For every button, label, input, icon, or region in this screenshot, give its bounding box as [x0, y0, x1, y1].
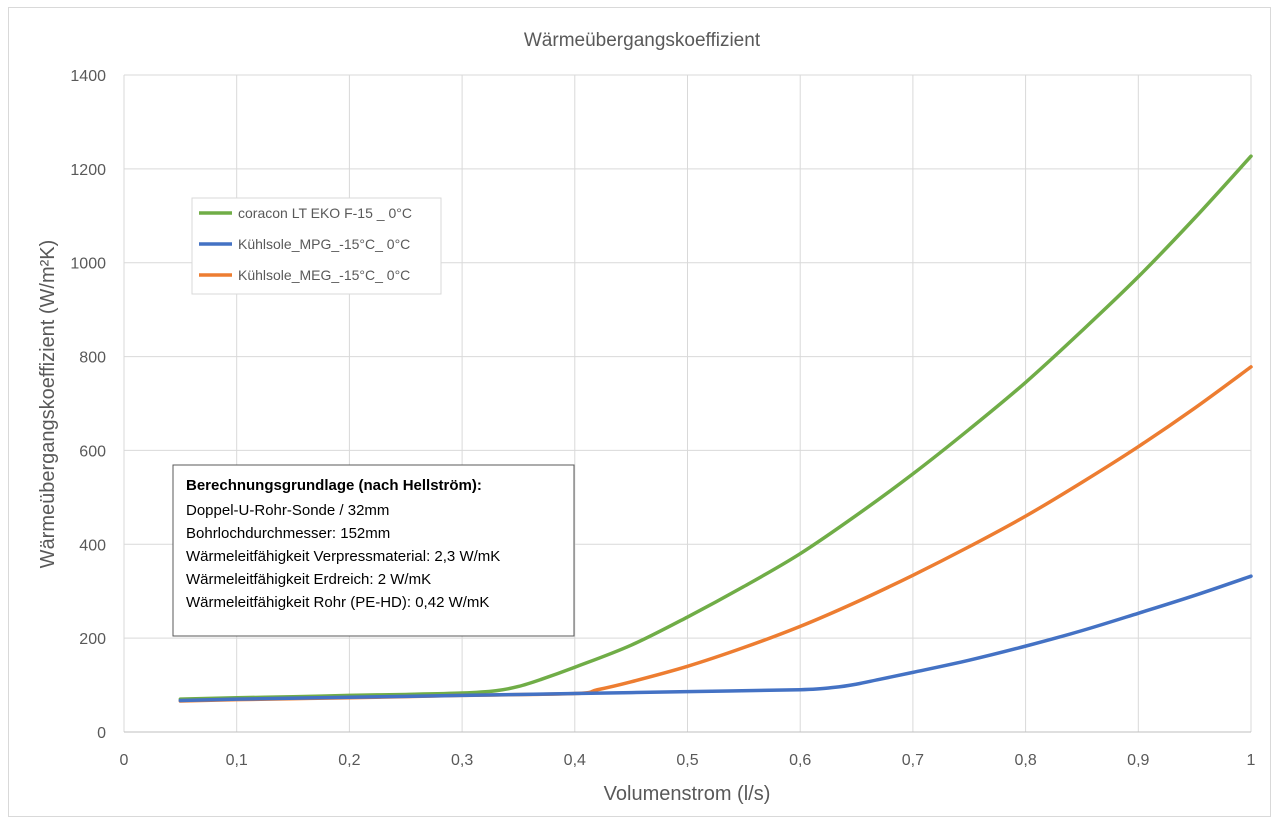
y-axis-title: Wärmeübergangskoeffizient (W/m²K) [37, 240, 59, 569]
annotation-line: Wärmeleitfähigkeit Verpressmaterial: 2,3… [186, 548, 500, 565]
annotation-box: Berechnungsgrundlage (nach Hellström): Do… [172, 464, 575, 637]
y-tick-label: 200 [79, 631, 106, 648]
x-tick-label: 0,8 [1014, 752, 1036, 769]
annotation-line: Doppel-U-Rohr-Sonde / 32mm [186, 502, 389, 519]
legend-label: Kühlsole_MEG_-15°C_ 0°C [238, 267, 410, 283]
legend-label: coracon LT EKO F-15 _ 0°C [238, 205, 412, 221]
y-tick-label: 800 [79, 350, 106, 367]
legend-box [191, 197, 442, 295]
annotation-line: Bohrlochdurchmesser: 152mm [186, 525, 390, 542]
x-tick-label: 0,5 [676, 752, 698, 769]
legend: coracon LT EKO F-15 _ 0°C Kühlsole_MPG_-1… [191, 197, 442, 295]
series-lines [178, 154, 1253, 703]
x-tick-label: 0,1 [226, 752, 248, 769]
annotation-frame [172, 464, 575, 637]
y-tick-label: 1200 [70, 162, 106, 179]
x-tick-label: 0,2 [338, 752, 360, 769]
chart-frame [8, 7, 1271, 817]
x-tick-label: 0,7 [902, 752, 924, 769]
annotation-title: Berechnungsgrundlage (nach Hellström): [186, 477, 482, 494]
y-tick-label: 0 [97, 725, 106, 742]
x-tick-label: 1 [1247, 752, 1256, 769]
chart-title: Wärmeübergangskoeffizient [524, 30, 761, 51]
y-tick-label: 1400 [70, 68, 106, 85]
y-tick-label: 400 [79, 537, 106, 554]
axes: 0 0,1 0,2 0,3 0,4 0,5 0,6 0,7 0,8 0,9 1 0 200 400 600 8… [70, 68, 1255, 769]
annotation-line: Wärmeleitfähigkeit Rohr (PE-HD): 0,42 W/… [186, 594, 489, 611]
series-line [178, 574, 1253, 703]
x-tick-label: 0,4 [564, 752, 586, 769]
x-tick-label: 0,3 [451, 752, 473, 769]
series-line [178, 154, 1253, 701]
x-tick-label: 0,6 [789, 752, 811, 769]
x-tick-label: 0,9 [1127, 752, 1149, 769]
y-tick-label: 1000 [70, 256, 106, 273]
x-axis-title: Volumenstrom (l/s) [604, 783, 771, 805]
x-tick-label: 0 [120, 752, 129, 769]
y-tick-label: 600 [79, 443, 106, 460]
annotation-line: Wärmeleitfähigkeit Erdreich: 2 W/mK [186, 571, 431, 588]
legend-label: Kühlsole_MPG_-15°C_ 0°C [238, 236, 410, 252]
